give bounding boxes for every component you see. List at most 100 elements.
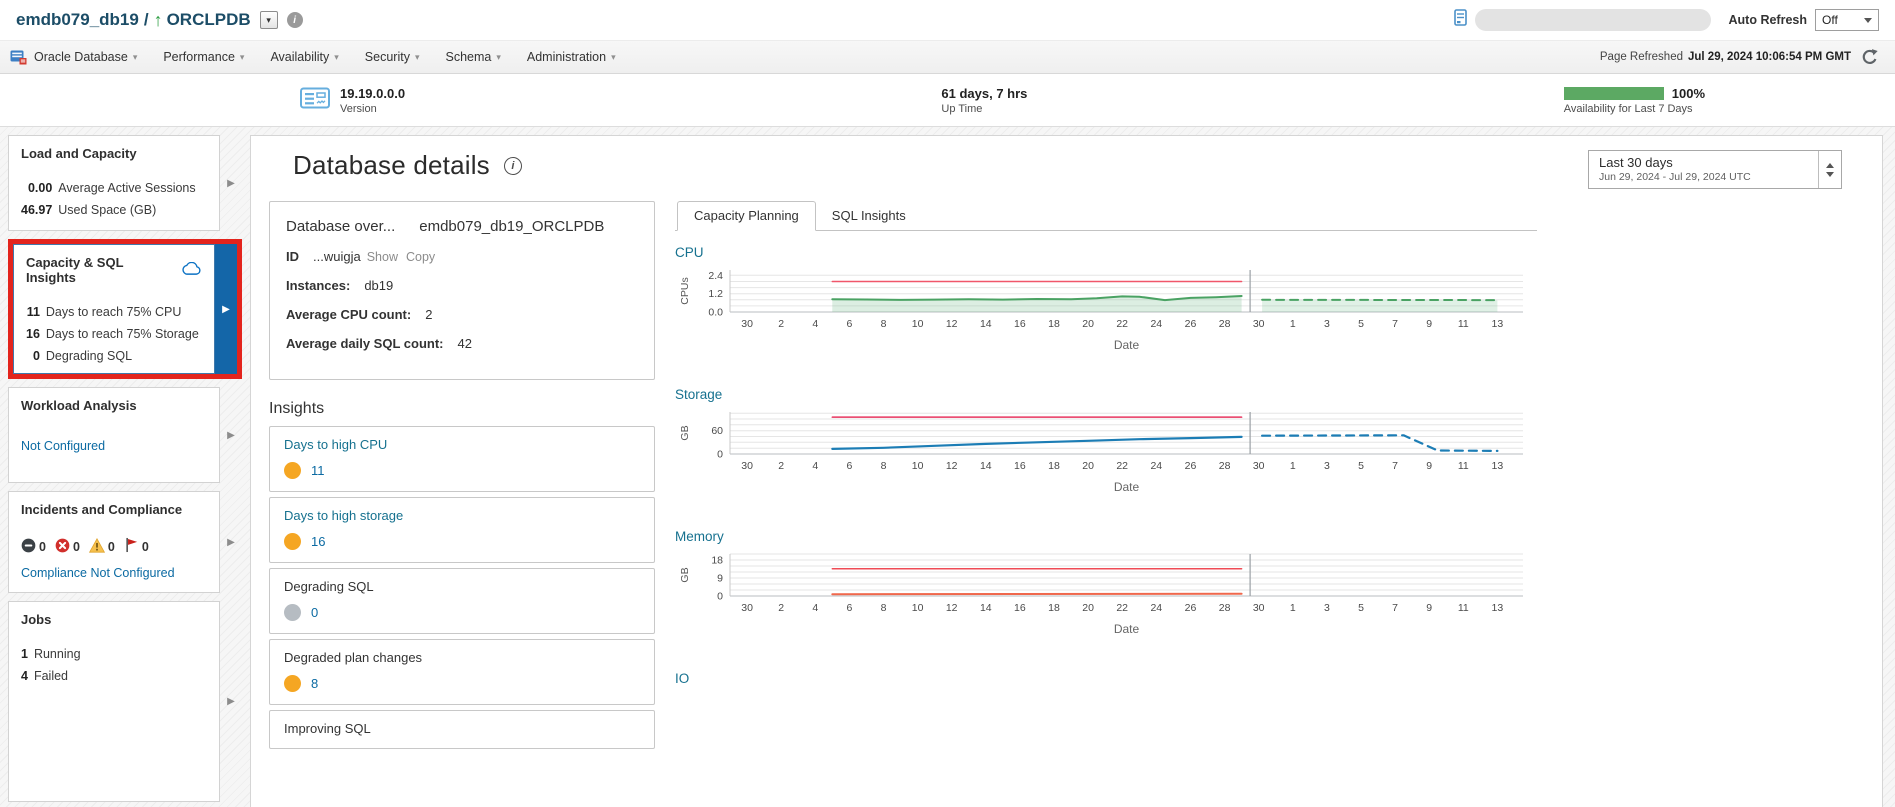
- panel-header: Database details i Last 30 days Jun 29, …: [251, 136, 1882, 191]
- insight-card-days-to-high-cpu[interactable]: Days to high CPU11: [269, 426, 655, 492]
- svg-text:13: 13: [1492, 318, 1504, 330]
- menu-administration[interactable]: Administration▾: [527, 50, 616, 64]
- svg-text:1: 1: [1290, 318, 1296, 330]
- info-icon[interactable]: i: [504, 157, 522, 175]
- badge-count: 0: [73, 540, 80, 554]
- overview-db-name: emdb079_db19_ORCLPDB: [419, 218, 604, 235]
- svg-text:6: 6: [846, 602, 852, 614]
- cpu-chart-title[interactable]: CPU: [675, 245, 1537, 260]
- svg-text:9: 9: [1426, 602, 1432, 614]
- memory-chart-title[interactable]: Memory: [675, 529, 1537, 544]
- insight-value[interactable]: 0: [311, 605, 318, 620]
- svg-text:28: 28: [1219, 602, 1231, 614]
- storage-chart-title[interactable]: Storage: [675, 387, 1537, 402]
- menu-availability[interactable]: Availability▾: [270, 50, 338, 64]
- sidebar-card-title: Jobs: [21, 612, 207, 627]
- insight-card-improving-sql[interactable]: Improving SQL: [269, 710, 655, 749]
- page-refreshed: Page Refreshed Jul 29, 2024 10:06:54 PM …: [1600, 48, 1879, 67]
- expand-arrow-icon[interactable]: ▶: [220, 491, 242, 593]
- sidebar-card-incidents-compliance[interactable]: Incidents and Compliance0000Compliance N…: [8, 491, 242, 593]
- auto-refresh-select[interactable]: Off: [1815, 9, 1879, 31]
- time-range-selector[interactable]: Last 30 days Jun 29, 2024 - Jul 29, 2024…: [1588, 150, 1842, 189]
- insight-value[interactable]: 16: [311, 534, 325, 549]
- show-link[interactable]: Show: [367, 250, 398, 264]
- svg-text:9: 9: [717, 573, 723, 585]
- menu-security[interactable]: Security▾: [365, 50, 420, 64]
- copy-link[interactable]: Copy: [406, 250, 435, 264]
- svg-text:2: 2: [778, 460, 784, 472]
- sidebar-card-load-capacity[interactable]: Load and Capacity0.00Average Active Sess…: [8, 135, 242, 231]
- availability-bar: [1564, 87, 1664, 100]
- spinner-arrows-icon[interactable]: [1818, 151, 1841, 188]
- svg-text:30: 30: [741, 602, 753, 614]
- insight-card-degraded-plan-changes[interactable]: Degraded plan changes8: [269, 639, 655, 705]
- insight-card-degrading-sql[interactable]: Degrading SQL0: [269, 568, 655, 634]
- svg-text:12: 12: [946, 318, 958, 330]
- tab-capacity-planning[interactable]: Capacity Planning: [677, 201, 816, 231]
- expand-arrow-icon[interactable]: ▶: [220, 135, 242, 231]
- svg-text:18: 18: [1048, 318, 1060, 330]
- stat-value: 0.00: [28, 181, 52, 195]
- chevron-down-icon: ▾: [415, 52, 420, 63]
- overview-row-id: ID...wuigjaShowCopy: [286, 249, 638, 264]
- svg-text:13: 13: [1492, 460, 1504, 472]
- version-value: 19.19.0.0.0: [340, 86, 405, 101]
- status-dot: [284, 533, 301, 550]
- tab-sql-insights[interactable]: SQL Insights: [816, 202, 922, 230]
- menu-oracle-database[interactable]: Oracle Database▾: [10, 50, 137, 65]
- storage-actual-used-line: [832, 437, 1241, 449]
- masked-region: [1475, 9, 1711, 31]
- svg-text:0.0: 0.0: [708, 307, 723, 319]
- version-label: Version: [340, 103, 405, 115]
- menu-schema[interactable]: Schema▾: [445, 50, 500, 64]
- svg-text:10: 10: [912, 460, 924, 472]
- refresh-icon[interactable]: [1860, 48, 1879, 67]
- target-up-status-icon: ↑: [154, 11, 163, 29]
- svg-text:CPUs: CPUs: [679, 277, 691, 304]
- svg-text:4: 4: [812, 602, 818, 614]
- menu-performance[interactable]: Performance▾: [163, 50, 244, 64]
- sidebar-card-title: Load and Capacity: [21, 146, 207, 161]
- sidebar-card-capacity-sql-insights[interactable]: Capacity & SQL Insights11Days to reach 7…: [8, 239, 242, 379]
- expand-arrow-icon[interactable]: ▶: [220, 601, 242, 802]
- database-target-name[interactable]: emdb079_db19: [16, 10, 139, 30]
- badge-count: 0: [39, 540, 46, 554]
- svg-text:7: 7: [1392, 318, 1398, 330]
- overview-column: Database over... emdb079_db19_ORCLPDB ID…: [269, 201, 655, 754]
- svg-text:30: 30: [1253, 318, 1265, 330]
- svg-text:4: 4: [812, 460, 818, 472]
- insight-value[interactable]: 8: [311, 676, 318, 691]
- svg-text:7: 7: [1392, 602, 1398, 614]
- svg-text:9: 9: [1426, 318, 1432, 330]
- target-menu-dropdown-icon[interactable]: ▾: [260, 11, 278, 29]
- compliance-not-configured-link[interactable]: Compliance Not Configured: [21, 566, 175, 580]
- badge-count: 0: [108, 540, 115, 554]
- svg-text:3: 3: [1324, 460, 1330, 472]
- tabs: Capacity PlanningSQL Insights: [675, 201, 1537, 231]
- svg-text:18: 18: [711, 555, 723, 567]
- panel-body: Database over... emdb079_db19_ORCLPDB ID…: [251, 191, 1882, 754]
- pdb-target-name[interactable]: ORCLPDB: [167, 10, 251, 30]
- chevron-down-icon: ▾: [334, 52, 339, 63]
- svg-text:7: 7: [1392, 460, 1398, 472]
- sidebar-card-workload-analysis[interactable]: Workload AnalysisNot Configured▶: [8, 387, 242, 483]
- sidebar: Load and Capacity0.00Average Active Sess…: [8, 135, 242, 807]
- stat-value: 1: [21, 647, 28, 661]
- svg-text:20: 20: [1082, 602, 1094, 614]
- sidebar-card-jobs[interactable]: Jobs1Running4Failed▶: [8, 601, 242, 802]
- expand-arrow-icon[interactable]: ▶: [215, 244, 237, 374]
- svg-text:0: 0: [717, 449, 723, 461]
- insight-value[interactable]: 11: [311, 463, 325, 478]
- stat-label: Days to reach 75% Storage: [46, 327, 202, 341]
- stat-value: 4: [21, 669, 28, 683]
- info-icon[interactable]: i: [287, 12, 303, 28]
- not-configured-link[interactable]: Not Configured: [21, 439, 105, 453]
- svg-text:2.4: 2.4: [708, 270, 723, 282]
- svg-text:13: 13: [1492, 602, 1504, 614]
- topbar-right: Auto Refresh Off: [1454, 9, 1879, 31]
- insight-card-days-to-high-storage[interactable]: Days to high storage16: [269, 497, 655, 563]
- chevron-down-icon: [1864, 18, 1872, 23]
- expand-arrow-icon[interactable]: ▶: [220, 387, 242, 483]
- status-dot: [284, 462, 301, 479]
- io-chart-title[interactable]: IO: [675, 671, 1537, 686]
